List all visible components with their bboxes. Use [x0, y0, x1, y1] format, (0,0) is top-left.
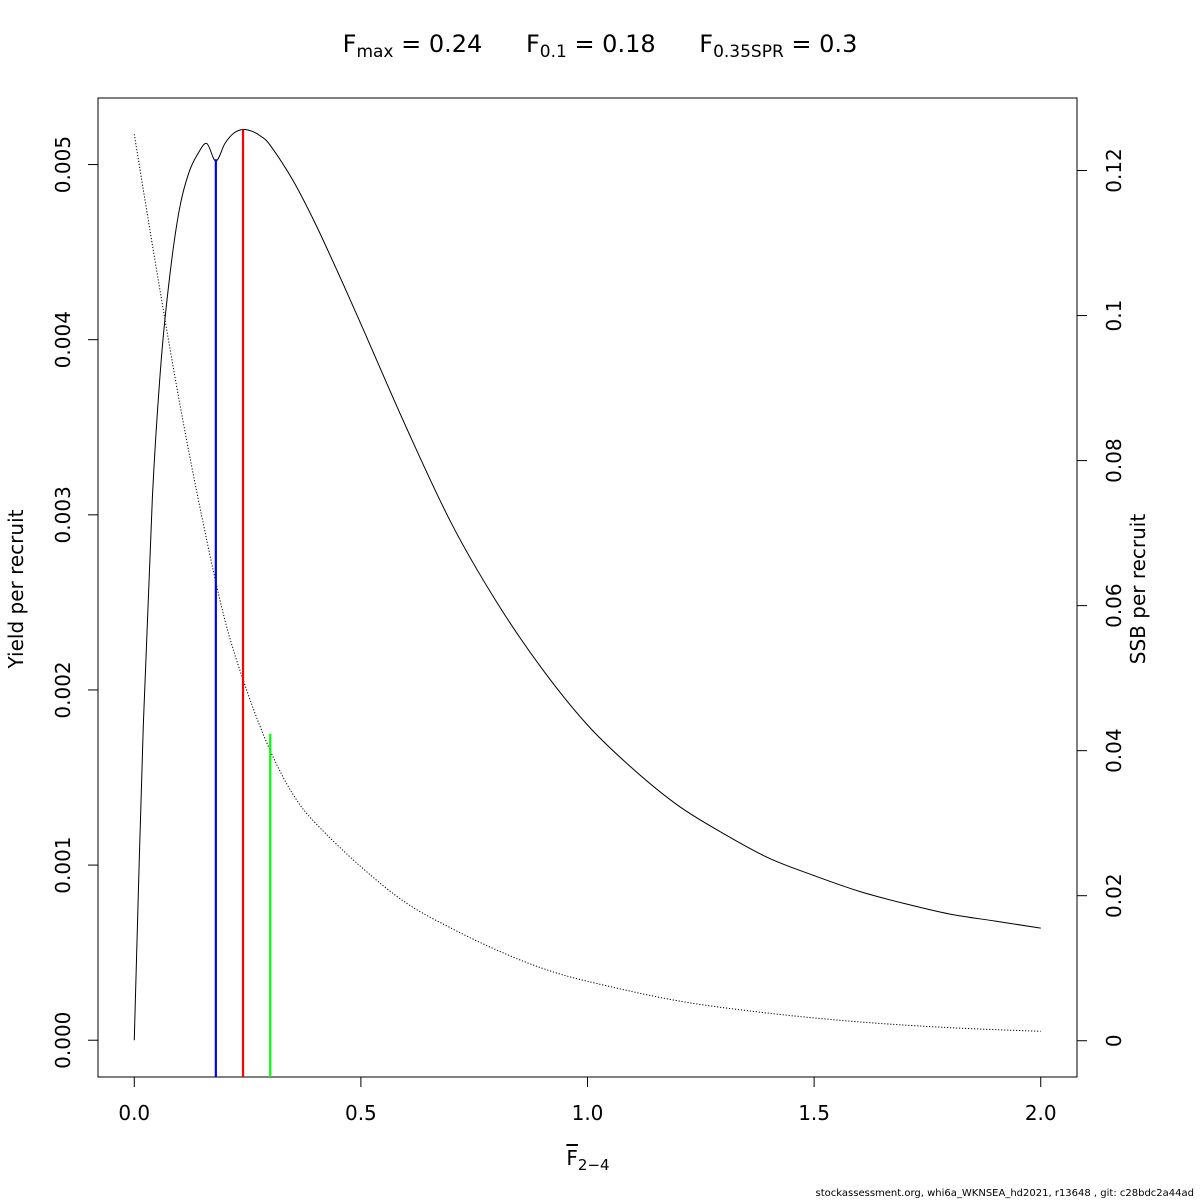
footer-note: stockassessment.org, whi6a_WKNSEA_hd2021…	[815, 1188, 1194, 1199]
x-tick-label: 1.0	[572, 1101, 604, 1125]
x-tick-label: 0.5	[345, 1101, 377, 1125]
y-left-tick-label: 0.000	[51, 1012, 75, 1069]
y-right-tick-label: 0.08	[1102, 438, 1126, 483]
chart-title: Fmax = 0.24 F0.1 = 0.18 F0.35SPR = 0.3	[0, 30, 1200, 62]
y-left-tick-label: 0.001	[51, 836, 75, 893]
y-axis-right-label: SSB per recruit	[1126, 513, 1150, 665]
y-right-tick-label: 0.06	[1102, 583, 1126, 628]
x-tick-label: 0.0	[118, 1101, 150, 1125]
y-right-tick-label: 0.04	[1102, 728, 1126, 773]
y-left-tick-label: 0.003	[51, 486, 75, 543]
y-axis-left-label: Yield per recruit	[4, 509, 28, 669]
y-right-tick-label: 0	[1102, 1034, 1126, 1047]
y-right-tick-label: 0.1	[1102, 300, 1126, 332]
title-f01: F0.1 = 0.18	[525, 30, 656, 62]
ssb-per-recruit-line	[133, 134, 1041, 1032]
x-tick-label: 1.5	[798, 1101, 830, 1125]
yield-per-recruit-line	[133, 128, 1041, 1041]
y-left-tick-label: 0.005	[51, 136, 75, 193]
y-right-tick-label: 0.02	[1102, 873, 1126, 918]
y-left-tick-label: 0.002	[51, 661, 75, 718]
title-fmax: Fmax = 0.24	[342, 30, 483, 62]
plot-frame	[97, 97, 1078, 1078]
x-tick-label: 2.0	[1025, 1101, 1057, 1125]
y-left-tick-label: 0.004	[51, 311, 75, 368]
x-axis-label: F2−4	[566, 1146, 610, 1174]
y-right-tick-label: 0.12	[1102, 148, 1126, 193]
title-fspr: F0.35SPR = 0.3	[699, 30, 858, 62]
